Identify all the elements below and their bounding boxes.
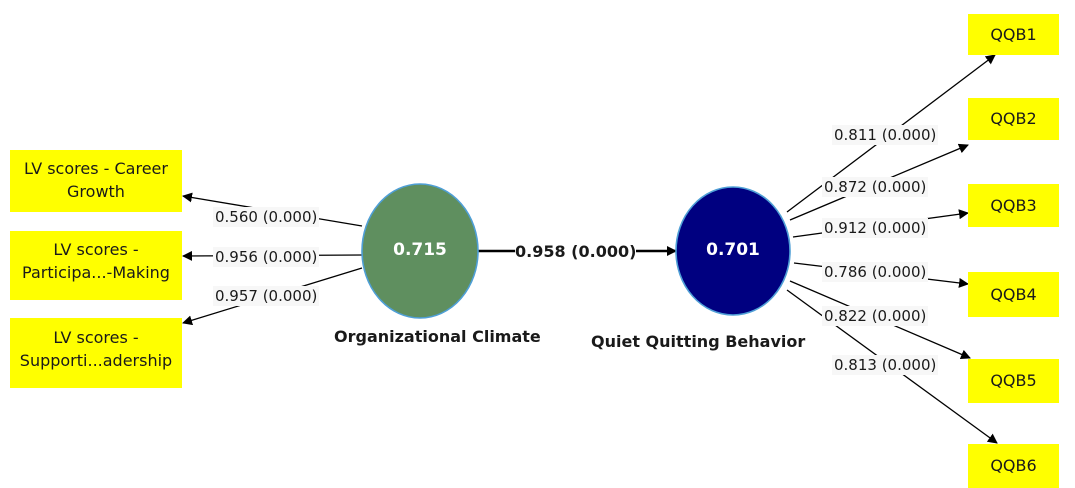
organizational-climate-label: Organizational Climate bbox=[334, 327, 541, 346]
quiet-quitting-behavior-label: Quiet Quitting Behavior bbox=[591, 332, 806, 351]
loading-label-qqb1: 0.811 (0.000) bbox=[832, 125, 939, 145]
organizational-climate-r2: 0.715 bbox=[393, 240, 447, 260]
indicator-line-2: Participa...-Making bbox=[22, 263, 170, 282]
loading-label-qqb5: 0.822 (0.000) bbox=[822, 306, 929, 326]
indicator-label: QQB6 bbox=[990, 456, 1037, 475]
indicator-qqb6[interactable]: QQB6 bbox=[968, 444, 1059, 488]
loading-label-oc-1: 0.560 (0.000) bbox=[213, 207, 320, 227]
organizational-climate-ellipse[interactable] bbox=[361, 183, 479, 319]
indicator-label: QQB2 bbox=[990, 109, 1037, 128]
loading-label-qqb3: 0.912 (0.000) bbox=[822, 218, 929, 238]
quiet-quitting-behavior-r2: 0.701 bbox=[706, 240, 760, 260]
indicator-qqb5[interactable]: QQB5 bbox=[968, 359, 1059, 403]
indicator-line-1: LV scores - Career bbox=[24, 159, 168, 178]
indicator-line-1: LV scores - bbox=[53, 328, 139, 347]
indicator-line-2: Supporti...adership bbox=[19, 351, 173, 370]
loading-label-oc-3: 0.957 (0.000) bbox=[213, 286, 320, 306]
indicator-label: QQB3 bbox=[990, 196, 1037, 215]
indicator-participative-decision-making[interactable]: LV scores - Participa...-Making bbox=[10, 231, 182, 300]
indicator-label: QQB1 bbox=[990, 25, 1037, 44]
quiet-quitting-behavior-ellipse[interactable] bbox=[675, 186, 791, 316]
indicator-label: QQB5 bbox=[990, 371, 1037, 390]
loading-label-qqb4: 0.786 (0.000) bbox=[822, 262, 929, 282]
loading-label-qqb2: 0.872 (0.000) bbox=[822, 177, 929, 197]
indicator-career-growth[interactable]: LV scores - Career Growth bbox=[10, 150, 182, 212]
loading-label-oc-2: 0.956 (0.000) bbox=[213, 247, 320, 267]
indicator-qqb3[interactable]: QQB3 bbox=[968, 184, 1059, 227]
indicator-qqb1[interactable]: QQB1 bbox=[968, 14, 1059, 55]
structural-path-label: 0.958 (0.000) bbox=[515, 242, 637, 262]
indicator-supportive-leadership[interactable]: LV scores - Supporti...adership bbox=[10, 318, 182, 388]
indicator-line-2: Growth bbox=[67, 182, 125, 201]
indicator-label: QQB4 bbox=[990, 285, 1037, 304]
indicator-line-1: LV scores - bbox=[53, 240, 139, 259]
indicator-qqb2[interactable]: QQB2 bbox=[968, 98, 1059, 140]
loading-label-qqb6: 0.813 (0.000) bbox=[832, 355, 939, 375]
indicator-qqb4[interactable]: QQB4 bbox=[968, 272, 1059, 317]
